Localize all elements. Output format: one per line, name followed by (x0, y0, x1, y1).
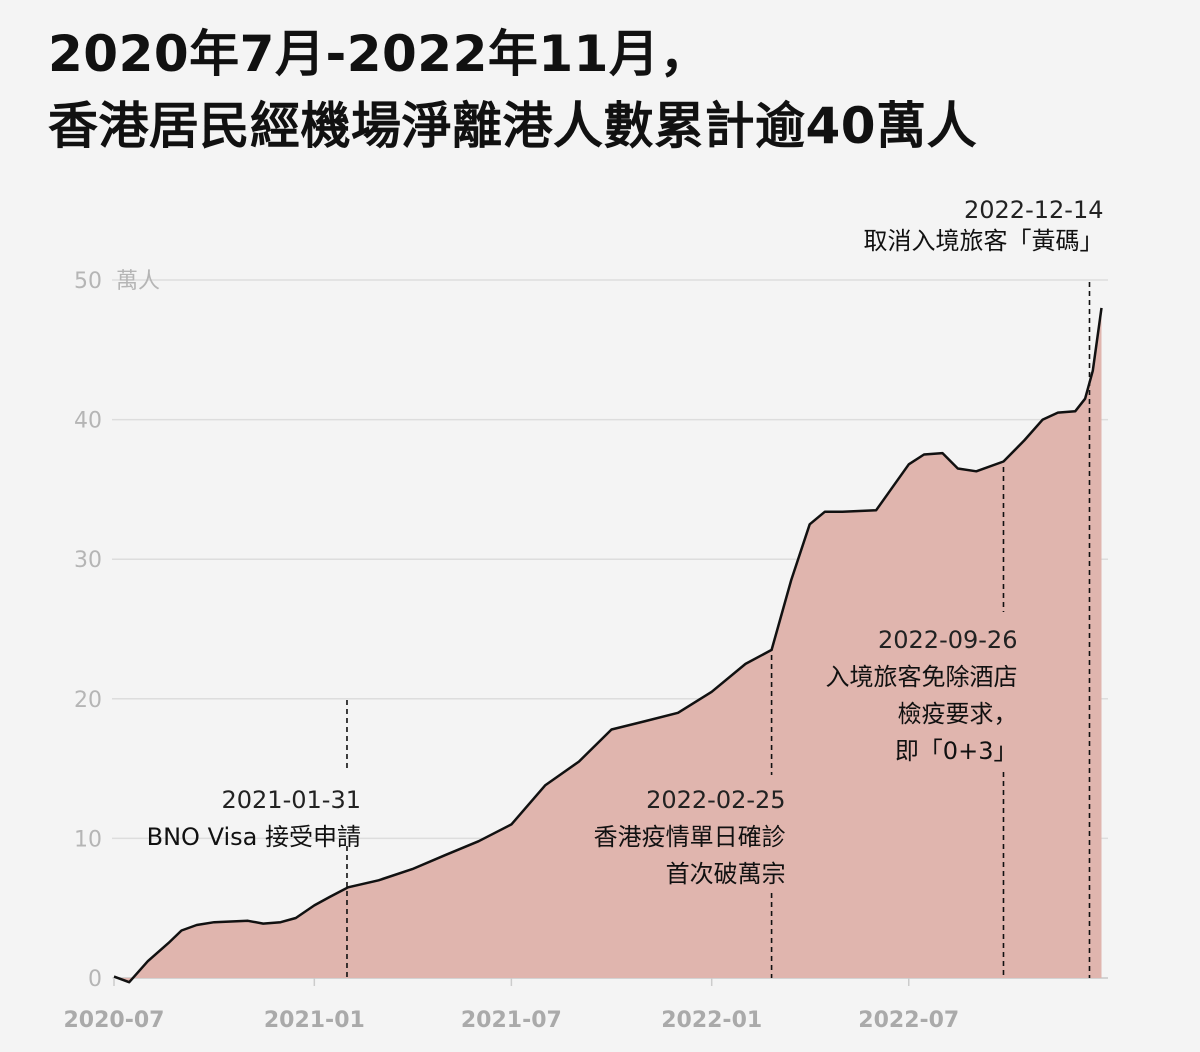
series-line (113, 307, 1103, 984)
x-tick-label: 2022-07 (858, 1008, 959, 1033)
y-tick-label: 10 (74, 827, 102, 852)
annotation-date: 2022-09-26 (878, 626, 1017, 654)
area-fill (114, 307, 1102, 983)
annotation-date: 2021-01-31 (222, 786, 361, 814)
x-axis-ticks: 2020-07 2021-01 2021-07 2022-01 2022-07 (64, 978, 959, 1033)
annotation-date: 2022-12-14 (964, 196, 1103, 224)
annotation-text: 即「0+3」 (895, 737, 1018, 765)
x-tick-label: 2021-07 (461, 1008, 562, 1033)
annotation-text: BNO Visa 接受申請 (147, 823, 361, 851)
chart-title-line-1: 2020年7月-2022年11月， (48, 25, 710, 83)
y-tick-label: 20 (74, 688, 102, 713)
x-tick-label: 2021-01 (264, 1008, 365, 1033)
annotation-text: 首次破萬宗 (666, 860, 786, 888)
chart-title-line-2: 香港居民經機場淨離港人數累計逾40萬人 (48, 97, 978, 155)
y-tick-label: 0 (88, 967, 102, 992)
y-tick-label: 40 (74, 409, 102, 434)
y-unit-label: 萬人 (116, 269, 160, 294)
annotation-text: 香港疫情單日確診 (594, 823, 786, 851)
y-axis-ticks: 0 10 20 30 40 50 萬人 (74, 269, 160, 992)
x-tick-label: 2020-07 (64, 1008, 165, 1033)
annotation-text: 入境旅客免除酒店 (825, 663, 1017, 691)
y-tick-label: 50 (74, 269, 102, 294)
annotation-date: 2022-02-25 (646, 786, 785, 814)
annotation-text: 檢疫要求， (897, 700, 1017, 728)
annotations: 2021-01-31 BNO Visa 接受申請 2022-02-25 香港疫情單日確… (147, 196, 1103, 978)
annotation-text: 取消入境旅客「黃碼」 (863, 227, 1103, 255)
y-tick-label: 30 (74, 548, 102, 573)
x-tick-label: 2022-01 (661, 1008, 762, 1033)
